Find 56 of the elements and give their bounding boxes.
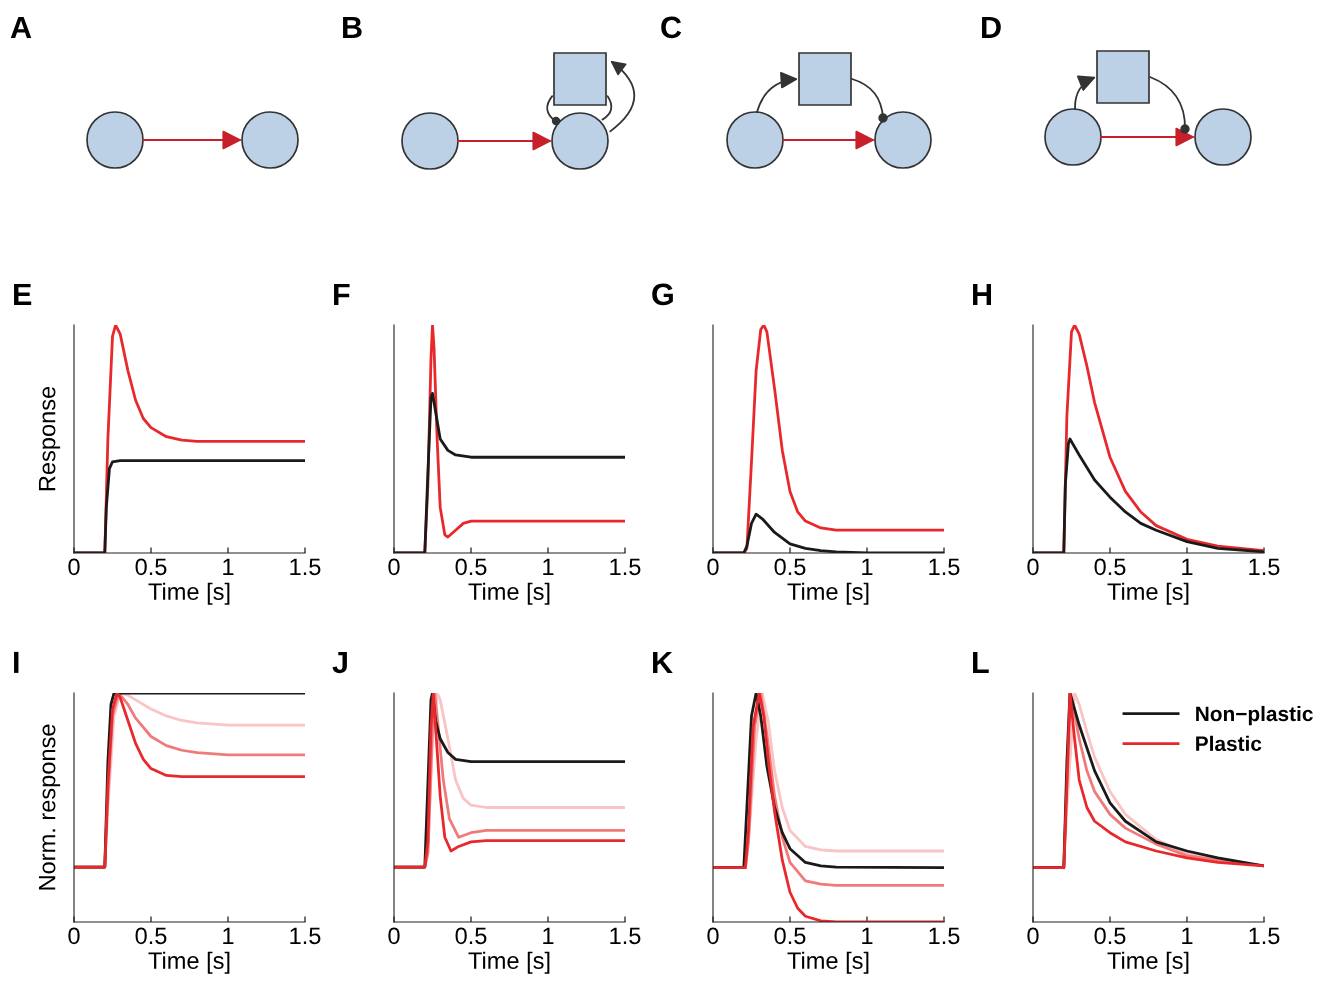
legend-label: Non−plastic — [1196, 705, 1313, 726]
text: D — [982, 16, 1001, 38]
x-tick-label: 0 — [707, 558, 719, 576]
x-tick-label: 1.5 — [290, 558, 321, 576]
x-tick-label: 1 — [223, 558, 234, 575]
x-tick-label: 0.5 — [1094, 558, 1126, 576]
x-tick-label: 0.5 — [774, 927, 806, 945]
x-tick-label: 1.5 — [929, 927, 960, 945]
x-tick-label: 0 — [1027, 558, 1039, 576]
x-tick-label: 1.5 — [929, 558, 960, 576]
x-tick-label: 0.5 — [1094, 927, 1126, 945]
x-tick-label: 1 — [862, 927, 873, 944]
x-tick-label: 0.5 — [455, 927, 487, 945]
x-tick-label: 1 — [543, 927, 554, 944]
x-tick-label: 0 — [707, 927, 719, 945]
x-tick-label: 1 — [862, 558, 873, 575]
x-axis-title: Time [s] — [468, 582, 550, 605]
x-axis-title: Time [s] — [1107, 951, 1189, 974]
y-axis-title: Norm. response — [38, 724, 61, 890]
chart-title: K — [653, 651, 673, 673]
text: C — [661, 16, 682, 39]
x-tick-label: 1.5 — [1249, 927, 1280, 945]
x-tick-label: 0 — [68, 927, 80, 945]
chart-title: J — [332, 651, 347, 674]
x-tick-label: 1 — [223, 927, 234, 944]
chart-title: G — [652, 283, 673, 306]
x-axis-title: Time [s] — [148, 582, 230, 605]
x-axis-title: Time [s] — [1107, 582, 1189, 605]
x-tick-label: 1.5 — [610, 927, 641, 945]
x-tick-label: 0 — [388, 558, 400, 576]
x-tick-label: 1 — [1182, 927, 1193, 944]
text: B — [343, 16, 362, 38]
x-tick-label: 0.5 — [135, 558, 167, 576]
chart-title: F — [334, 283, 350, 305]
x-tick-label: 1 — [1182, 558, 1193, 575]
legend-label: Plastic — [1196, 735, 1262, 752]
x-tick-label: 1 — [543, 558, 554, 575]
text: A — [10, 16, 32, 38]
chart-title: H — [973, 283, 992, 305]
chart-title: I — [14, 651, 19, 673]
x-tick-label: 0 — [68, 558, 80, 576]
y-axis-title: Response — [38, 386, 61, 491]
x-axis-title: Time [s] — [468, 951, 550, 974]
x-axis-title: Time [s] — [787, 582, 869, 605]
x-tick-label: 0 — [388, 927, 400, 945]
x-axis-title: Time [s] — [787, 951, 869, 974]
x-axis-title: Time [s] — [148, 951, 230, 974]
chart-title: L — [973, 651, 989, 673]
x-tick-label: 0.5 — [135, 927, 167, 945]
x-tick-label: 1.5 — [1249, 558, 1280, 576]
x-tick-label: 1.5 — [610, 558, 641, 576]
x-tick-label: 1.5 — [290, 927, 321, 945]
x-tick-label: 0 — [1027, 927, 1039, 945]
chart-title: E — [14, 283, 32, 305]
x-tick-label: 0.5 — [455, 558, 487, 576]
x-tick-label: 0.5 — [774, 558, 806, 576]
